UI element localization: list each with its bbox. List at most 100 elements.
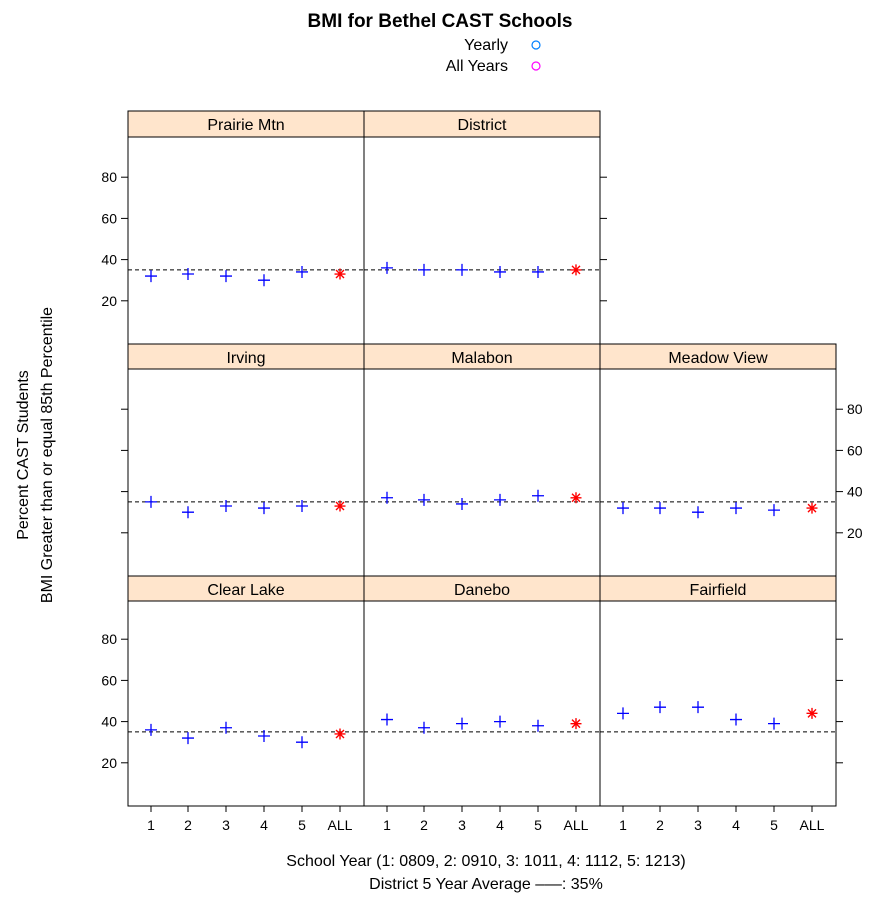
panel-frame <box>127 368 365 577</box>
y-tick-label: 40 <box>101 714 117 730</box>
y-tick-label: 40 <box>847 484 863 500</box>
yearly-point <box>768 717 780 730</box>
panel-title: District <box>458 117 507 134</box>
x-tick-label: 4 <box>260 817 268 833</box>
x-tick-label: 2 <box>420 817 428 833</box>
all-years-point <box>334 268 346 280</box>
all-years-point <box>570 492 582 504</box>
x-tick-label: 1 <box>383 817 391 833</box>
yearly-point <box>494 715 506 728</box>
y-axis-label-line2: BMI Greater than or equal 85th Percentil… <box>39 307 56 603</box>
yearly-point <box>220 270 232 283</box>
yearly-point <box>494 493 506 506</box>
panel-title: Clear Lake <box>207 582 284 599</box>
y-tick-label: 80 <box>847 401 863 417</box>
panel-frame <box>599 600 837 807</box>
yearly-point <box>456 497 468 510</box>
x-tick-label: 1 <box>147 817 155 833</box>
panel-strip <box>363 110 601 138</box>
yearly-point <box>258 502 270 515</box>
y-tick-label: 20 <box>101 293 117 309</box>
all-years-point <box>806 502 818 514</box>
panel-frame <box>599 368 837 577</box>
yearly-point <box>532 719 544 732</box>
x-tick-label: 4 <box>496 817 504 833</box>
yearly-point <box>617 502 629 515</box>
y-tick-label: 60 <box>847 442 863 458</box>
y-axis-label-line1: Percent CAST Students <box>15 370 32 540</box>
panel-frame <box>363 136 601 345</box>
x-tick-label: 1 <box>619 817 627 833</box>
y-tick-label: 60 <box>101 210 117 226</box>
legend-marker <box>531 40 541 50</box>
yearly-point <box>381 491 393 504</box>
all-years-point <box>334 500 346 512</box>
panel-strip <box>599 575 837 602</box>
yearly-point <box>145 270 157 283</box>
yearly-point <box>730 713 742 726</box>
chart-title: BMI for Bethel CAST Schools <box>308 11 573 32</box>
yearly-point <box>296 500 308 513</box>
panel-strip <box>363 343 601 370</box>
yearly-point <box>730 502 742 515</box>
yearly-point <box>617 707 629 720</box>
yearly-point <box>418 263 430 276</box>
panel-title: Meadow View <box>668 350 768 367</box>
x-tick-label: ALL <box>564 817 589 833</box>
yearly-point <box>145 723 157 736</box>
y-tick-label: 80 <box>101 631 117 647</box>
panel-frame <box>363 368 601 577</box>
yearly-point <box>692 701 704 714</box>
yearly-point <box>532 265 544 278</box>
y-tick-label: 60 <box>101 672 117 688</box>
yearly-point <box>220 500 232 513</box>
yearly-point <box>532 489 544 502</box>
x-tick-label: ALL <box>800 817 825 833</box>
yearly-point <box>418 721 430 734</box>
yearly-point <box>494 265 506 278</box>
legend-label: All Years <box>446 58 508 75</box>
yearly-point <box>654 701 666 714</box>
panel-frame <box>127 136 365 345</box>
panel-title: Irving <box>226 350 265 367</box>
yearly-point <box>182 732 194 745</box>
yearly-point <box>145 495 157 508</box>
y-tick-label: 20 <box>101 755 117 771</box>
yearly-point <box>692 506 704 519</box>
panel-frame <box>127 600 365 807</box>
x-axis-label-line2: District 5 Year Average –––: 35% <box>369 876 603 893</box>
x-tick-label: 2 <box>184 817 192 833</box>
yearly-point <box>182 268 194 281</box>
x-tick-label: ALL <box>328 817 353 833</box>
yearly-point <box>182 506 194 519</box>
yearly-point <box>296 736 308 749</box>
legend-marker <box>531 61 541 71</box>
panel-strip <box>127 343 365 370</box>
panel-strip <box>363 575 601 602</box>
all-years-point <box>570 264 582 276</box>
yearly-point <box>258 274 270 287</box>
x-tick-label: 3 <box>458 817 466 833</box>
panel-title: Fairfield <box>690 582 747 599</box>
x-tick-label: 3 <box>222 817 230 833</box>
x-tick-label: 5 <box>770 817 778 833</box>
all-years-point <box>334 728 346 740</box>
yearly-point <box>381 713 393 726</box>
yearly-point <box>456 717 468 730</box>
x-axis-label-line1: School Year (1: 0809, 2: 0910, 3: 1011, … <box>286 853 685 870</box>
yearly-point <box>258 730 270 743</box>
x-tick-label: 3 <box>694 817 702 833</box>
y-tick-label: 20 <box>847 525 863 541</box>
y-tick-label: 80 <box>101 169 117 185</box>
all-years-point <box>806 707 818 719</box>
yearly-point <box>296 265 308 278</box>
yearly-point <box>456 263 468 276</box>
y-tick-label: 40 <box>101 252 117 268</box>
all-years-point <box>570 718 582 730</box>
yearly-point <box>654 502 666 515</box>
panel-frame <box>363 600 601 807</box>
yearly-point <box>220 721 232 734</box>
yearly-point <box>381 261 393 274</box>
